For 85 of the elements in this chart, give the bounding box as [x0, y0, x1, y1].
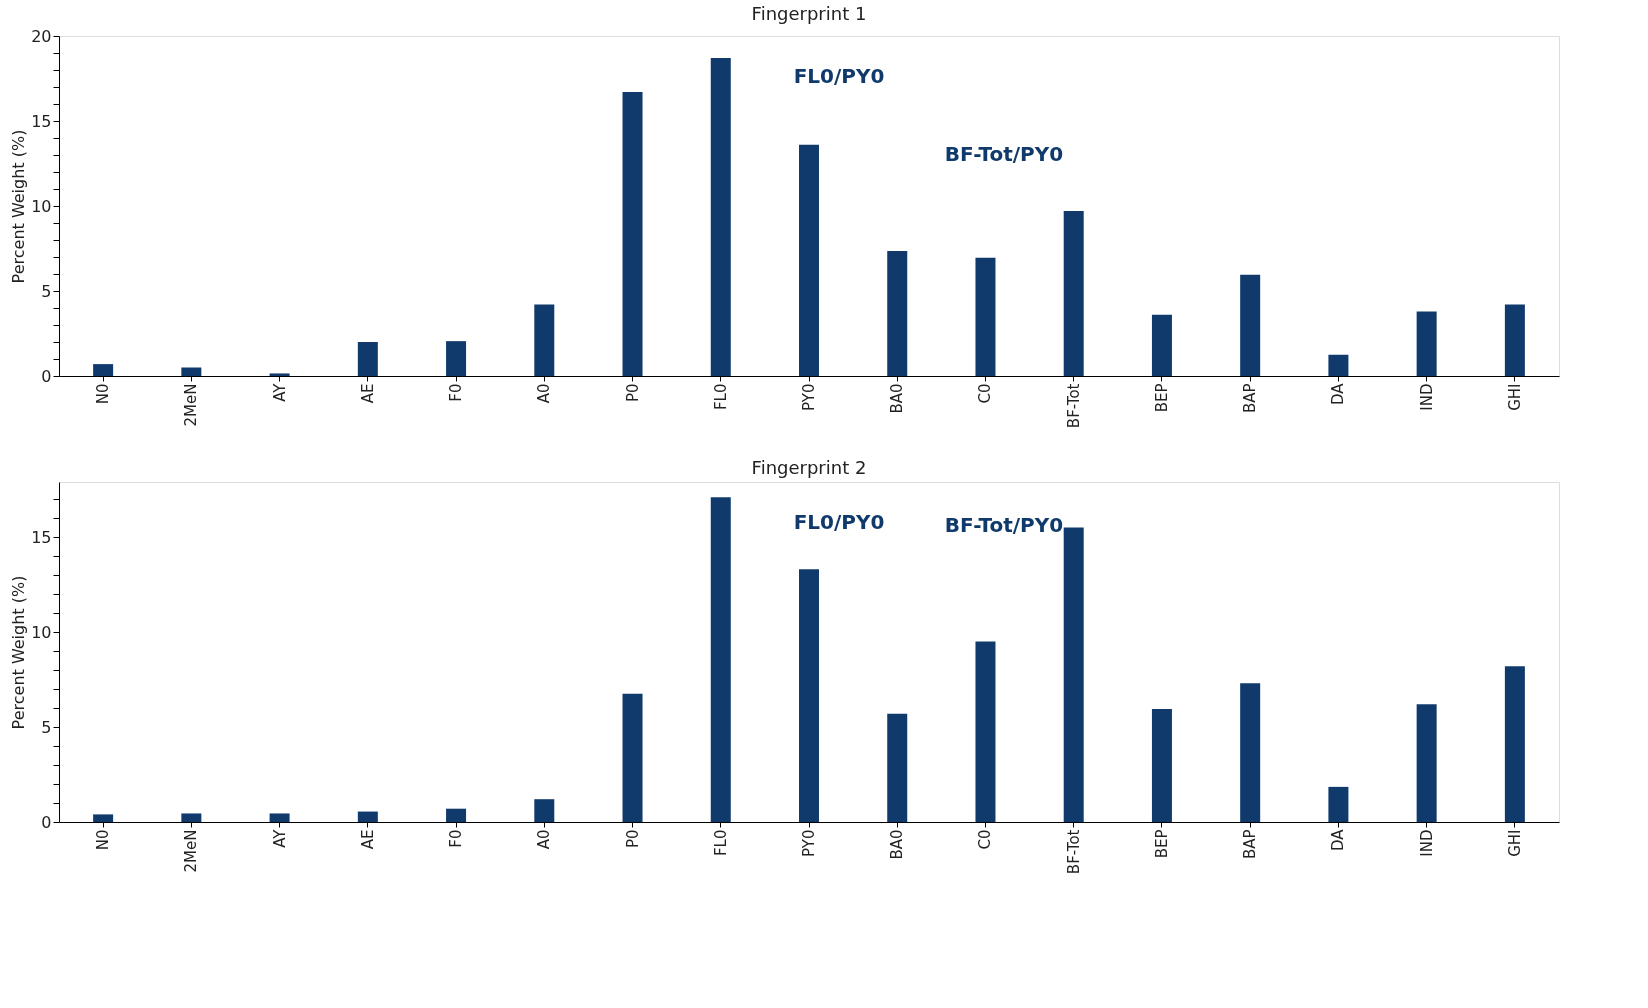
x-tick-label: BF-Tot	[1064, 829, 1083, 875]
bar	[799, 144, 819, 376]
x-tick-label: GHI	[1505, 383, 1524, 411]
x-tick-label: BAP	[1241, 829, 1260, 860]
bar	[1328, 354, 1349, 376]
bar	[1416, 311, 1437, 376]
x-tick-label: IND	[1417, 829, 1436, 857]
bar	[975, 641, 996, 822]
bar	[1416, 704, 1437, 822]
x-tick-label: A0	[535, 383, 554, 404]
x-tick-label: BEP	[1152, 383, 1171, 413]
x-tick-label: F0	[447, 383, 466, 402]
annotation: BF-Tot/PY0	[944, 513, 1064, 538]
bar	[1151, 314, 1172, 376]
bar	[1063, 527, 1084, 822]
chart-title: Fingerprint 1	[751, 3, 867, 24]
bar	[93, 364, 114, 376]
x-tick-label: FL0	[711, 383, 730, 411]
x-tick-label: C0	[976, 829, 995, 850]
bar	[446, 341, 467, 376]
x-tick-label: A0	[535, 829, 554, 850]
x-tick-label: 2MeN	[182, 383, 201, 427]
annotation: BF-Tot/PY0	[944, 142, 1064, 166]
y-tick-label: 5	[41, 717, 52, 737]
x-tick-label: DA	[1329, 382, 1348, 406]
y-tick-label: 10	[31, 622, 52, 642]
bar	[357, 342, 378, 376]
x-tick-label: P0	[623, 829, 642, 849]
bar	[799, 569, 819, 822]
x-tick-label: BEP	[1152, 829, 1171, 859]
bar	[269, 813, 290, 822]
x-tick-label: PY0	[800, 829, 818, 857]
x-tick-label: AY	[270, 828, 289, 848]
bar	[1328, 786, 1349, 822]
y-tick-label: 5	[41, 281, 52, 301]
y-tick-label: 0	[41, 812, 52, 832]
y-tick-label: 10	[31, 196, 52, 216]
y-axis-title: Percent Weight (%)	[9, 129, 29, 284]
bar	[710, 58, 731, 376]
bar	[534, 304, 555, 376]
annotation: FL0/PY0	[793, 63, 885, 88]
bar	[975, 257, 996, 376]
bar	[710, 497, 731, 822]
bar	[181, 813, 202, 822]
bar	[269, 373, 290, 376]
bar	[446, 808, 467, 822]
bar	[1504, 666, 1525, 822]
bar	[1240, 683, 1261, 822]
y-tick-label: 15	[31, 527, 52, 547]
x-tick-label: IND	[1417, 383, 1436, 411]
x-tick-label: GHI	[1505, 829, 1524, 857]
bar	[93, 814, 114, 822]
y-tick-label: 0	[41, 366, 52, 386]
x-tick-label: AE	[358, 383, 377, 404]
x-tick-label: PY0	[800, 383, 818, 411]
x-tick-label: BF-Tot	[1064, 383, 1083, 429]
x-tick-label: N0	[94, 383, 113, 405]
x-tick-label: AY	[270, 382, 289, 402]
bar	[534, 799, 555, 822]
x-tick-label: BA0	[888, 383, 907, 414]
bar	[1504, 304, 1525, 376]
x-tick-label: DA	[1329, 828, 1348, 852]
x-tick-label: FL0	[711, 829, 730, 857]
bar	[622, 92, 643, 376]
x-tick-label: BAP	[1241, 383, 1260, 414]
bar	[887, 251, 908, 376]
y-axis-title: Percent Weight (%)	[9, 575, 29, 730]
x-tick-label: P0	[623, 383, 642, 403]
bar	[357, 811, 378, 822]
bar	[887, 713, 908, 822]
y-tick-label: 20	[31, 26, 52, 46]
x-tick-label: 2MeN	[182, 829, 201, 873]
annotation: FL0/PY0	[793, 509, 885, 534]
x-tick-label: F0	[447, 829, 466, 848]
chart-title: Fingerprint 2	[751, 457, 867, 478]
x-tick-label: C0	[976, 383, 995, 404]
bar	[1063, 211, 1084, 376]
bar	[1151, 708, 1172, 822]
bar	[622, 693, 643, 822]
x-tick-label: N0	[94, 829, 113, 851]
x-tick-label: BA0	[888, 829, 907, 860]
x-tick-label: AE	[358, 829, 377, 850]
y-tick-label: 15	[31, 111, 52, 131]
bar	[181, 367, 202, 376]
bar	[1240, 274, 1261, 376]
